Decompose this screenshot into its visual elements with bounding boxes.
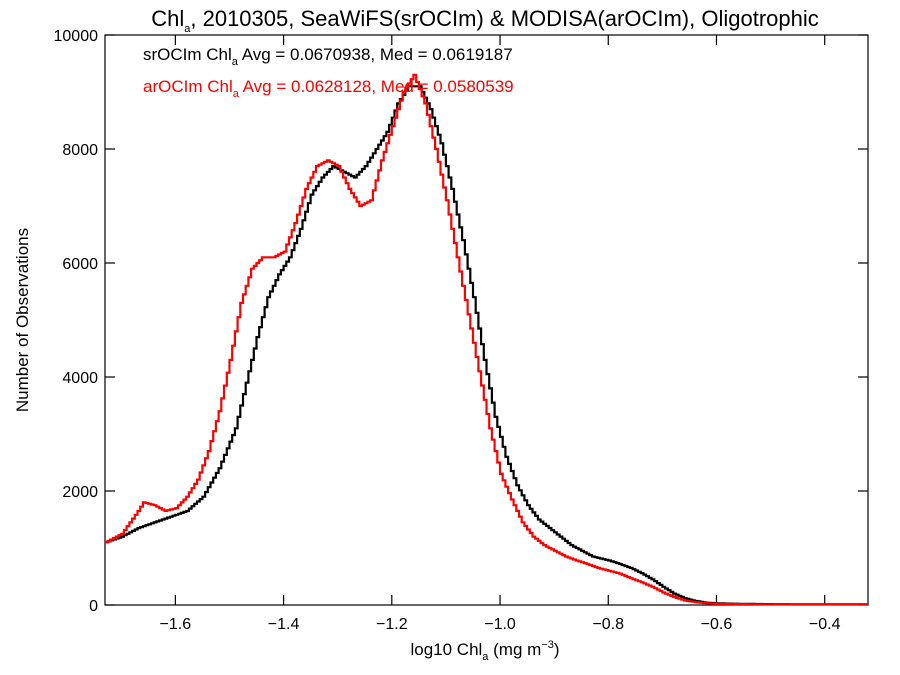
x-tick-label: −0.8 [592,616,624,633]
xlabel-sub: a [482,651,489,663]
stats-srocim-pre: srOCIm Chl [143,45,232,64]
y-tick-label: 6000 [62,256,98,273]
stats-arocim-pre: arOCIm Chl [143,77,233,96]
x-axis: −1.6 −1.4 −1.2 −1.0 −0.8 −0.6 −0.4 [160,35,841,633]
stats-label-srocim: srOCIm Chla Avg = 0.0670938, Med = 0.061… [143,45,513,68]
xlabel-end: ) [554,640,560,659]
y-tick-label: 8000 [62,142,98,159]
y-tick-label: 2000 [62,484,98,501]
stats-srocim-sub: a [232,56,239,68]
x-tick-label: −0.6 [701,616,733,633]
series-line-arocim [105,73,868,606]
x-tick-label: −1.6 [160,616,192,633]
chart-title: Chla, 2010305, SeaWiFS(srOCIm) & MODISA(… [151,6,819,35]
series-lines [105,73,868,606]
x-tick-label: −1.2 [376,616,408,633]
stats-label-arocim: arOCIm Chla Avg = 0.0628128, Med = 0.058… [143,77,514,100]
y-tick-label: 4000 [62,370,98,387]
y-axis-label: Number of Observations [13,228,32,412]
stats-srocim-post: Avg = 0.0670938, Med = 0.0619187 [238,45,513,64]
x-tick-label: −1.0 [484,616,516,633]
xlabel-post: (mg m [488,640,541,659]
xlabel-pre: log10 Chl [410,640,482,659]
series-line-srocim [105,85,868,606]
x-tick-label: −1.4 [268,616,300,633]
stats-arocim-post: Avg = 0.0628128, Med = 0.0580539 [239,77,514,96]
xlabel-sup: −3 [541,639,554,651]
y-tick-label: 10000 [54,28,99,45]
x-axis-label: log10 Chla (mg m−3) [410,639,559,663]
title-post: , 2010305, SeaWiFS(srOCIm) & MODISA(arOC… [190,6,818,31]
title-sub: a [184,23,191,35]
y-axis: 0 2000 4000 6000 8000 10000 [54,28,868,615]
y-tick-label: 0 [89,598,98,615]
stats-arocim-sub: a [233,88,240,100]
x-tick-label: −0.4 [809,616,841,633]
plot-frame [104,34,869,606]
title-pre: Chl [151,6,184,31]
